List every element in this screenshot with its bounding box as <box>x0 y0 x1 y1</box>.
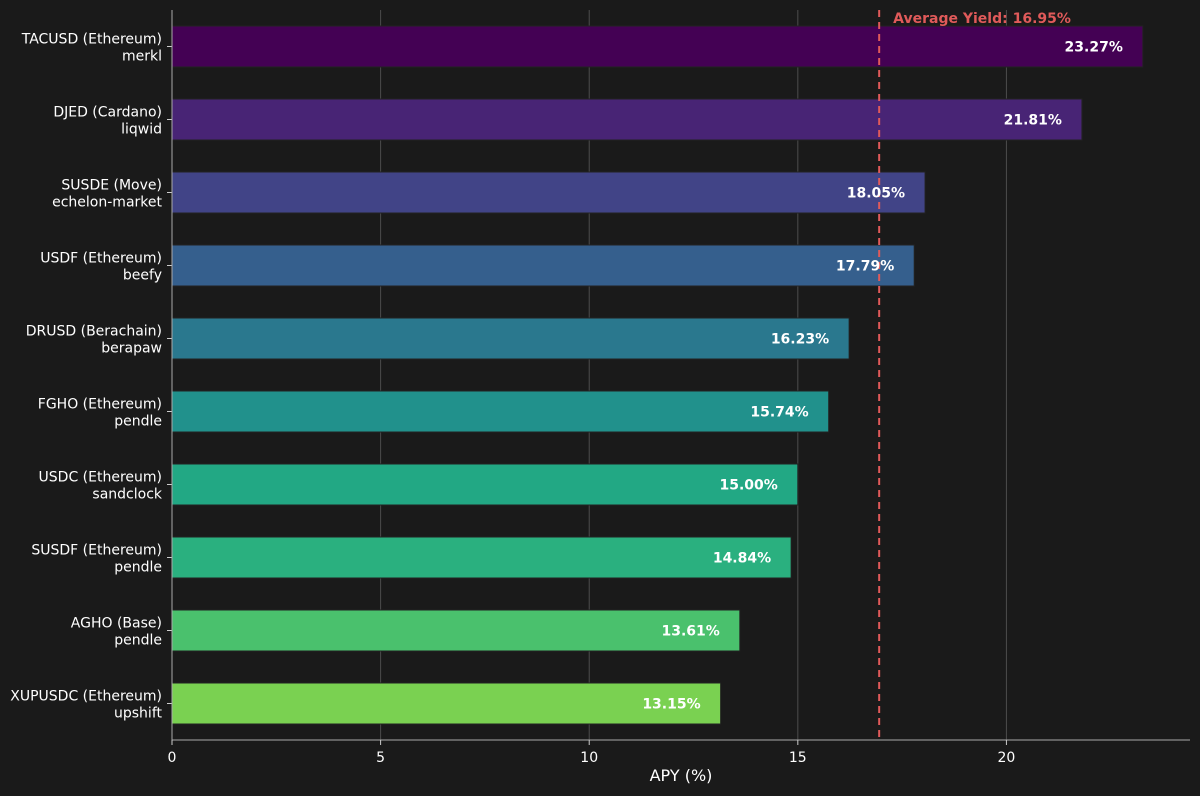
bar-9 <box>171 682 722 725</box>
category-label-4-line2: berapaw <box>101 341 162 357</box>
bar-value-label-4: 16.23% <box>771 332 829 348</box>
category-label-3-line2: beefy <box>123 268 162 284</box>
bar-4 <box>171 317 850 360</box>
category-label-1-line2: liqwid <box>121 122 162 138</box>
x-tick-label-20: 20 <box>998 750 1016 766</box>
bars <box>171 25 1144 725</box>
category-label-0-line2: merkl <box>122 49 162 65</box>
category-label-9-line1: XUPUSDC (Ethereum) <box>10 689 162 705</box>
category-label-2-line1: SUSDE (Move) <box>61 178 162 194</box>
category-label-3-line1: USDF (Ethereum) <box>40 251 162 267</box>
x-tick-label-0: 0 <box>168 750 177 766</box>
bar-value-label-2: 18.05% <box>847 186 905 202</box>
category-label-6-line2: sandclock <box>92 487 162 503</box>
bar-6 <box>171 463 799 506</box>
bar-value-label-6: 15.00% <box>720 478 778 494</box>
x-tick-label-5: 5 <box>376 750 385 766</box>
average-line-label: Average Yield: 16.95% <box>893 11 1071 27</box>
bar-2 <box>171 171 926 214</box>
bar-1 <box>171 98 1083 141</box>
category-label-1-line1: DJED (Cardano) <box>53 105 162 121</box>
category-label-6-line1: USDC (Ethereum) <box>39 470 162 486</box>
category-label-5-line2: pendle <box>114 414 162 430</box>
bar-5 <box>171 390 830 433</box>
category-label-4-line1: DRUSD (Berachain) <box>26 324 162 340</box>
bar-value-label-1: 21.81% <box>1004 113 1062 129</box>
x-tick-label-15: 15 <box>789 750 807 766</box>
bar-value-label-3: 17.79% <box>836 259 894 275</box>
bar-value-label-9: 13.15% <box>642 697 700 713</box>
bar-7 <box>171 536 792 579</box>
bar-8 <box>171 609 741 652</box>
category-label-9-line2: upshift <box>114 706 162 722</box>
x-tick-label-10: 10 <box>580 750 598 766</box>
labels: 23.27% TACUSD (Ethereum)merkl 21.81% DJED (… <box>10 11 1123 766</box>
category-label-7-line2: pendle <box>114 560 162 576</box>
category-label-2-line2: echelon-market <box>52 195 162 211</box>
bar-3 <box>171 244 915 287</box>
category-label-8-line1: AGHO (Base) <box>71 616 162 632</box>
category-label-7-line1: SUSDF (Ethereum) <box>31 543 162 559</box>
category-label-5-line1: FGHO (Ethereum) <box>38 397 162 413</box>
category-label-8-line2: pendle <box>114 633 162 649</box>
category-label-0-line1: TACUSD (Ethereum) <box>21 32 162 48</box>
bar-0 <box>171 25 1144 68</box>
axes <box>167 10 1190 745</box>
x-axis-title: APY (%) <box>650 766 713 785</box>
bar-value-label-0: 23.27% <box>1065 40 1123 56</box>
bar-value-label-7: 14.84% <box>713 551 771 567</box>
bar-value-label-5: 15.74% <box>750 405 808 421</box>
bar-value-label-8: 13.61% <box>662 624 720 640</box>
